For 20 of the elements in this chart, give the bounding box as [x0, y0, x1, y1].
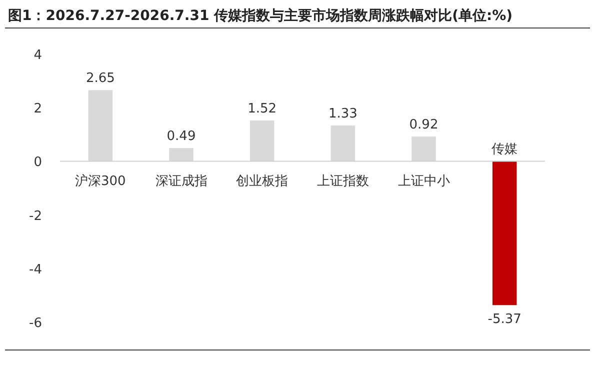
- chart-title: 图1：2026.7.27-2026.7.31 传媒指数与主要市场指数周涨跌幅对比(单位:%): [8, 7, 512, 24]
- data-label: 0.92: [409, 118, 438, 133]
- y-tick-label: 2: [34, 102, 42, 117]
- bar: [492, 161, 517, 306]
- data-label: 2.65: [86, 71, 115, 86]
- x-tick-label: 上证中小: [398, 174, 450, 190]
- data-label: 1.33: [328, 106, 358, 122]
- x-tick-label: 传媒: [492, 142, 518, 158]
- y-tick-label: -2: [29, 208, 42, 224]
- data-label: 1.52: [248, 101, 277, 116]
- y-tick-label: 4: [34, 48, 42, 63]
- x-tick-label: 创业板指: [236, 174, 288, 190]
- data-label: 0.49: [166, 129, 196, 144]
- y-tick-label: 0: [34, 155, 42, 170]
- x-tick-label: 沪深300: [75, 173, 126, 190]
- y-tick-label: -6: [29, 316, 42, 331]
- data-label: -5.37: [488, 312, 522, 328]
- y-tick-label: -4: [29, 262, 42, 278]
- x-tick-label: 深证成指: [155, 174, 208, 190]
- x-tick-label: 上证指数: [316, 174, 369, 190]
